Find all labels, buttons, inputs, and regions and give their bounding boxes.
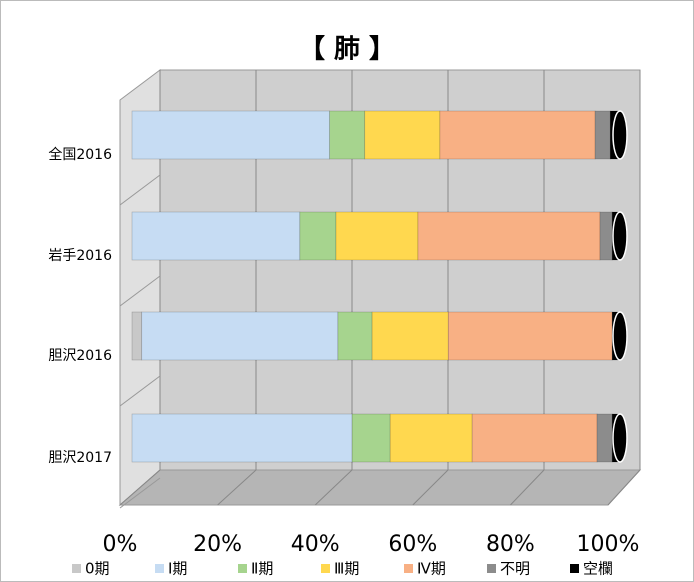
bar-segment (131, 211, 301, 261)
bar-segment (471, 413, 598, 463)
category-divider (119, 477, 161, 509)
bar-segment (594, 110, 611, 160)
floor-grid-line (119, 469, 161, 506)
floor-grid-line (314, 469, 353, 506)
bar-segment (364, 110, 441, 160)
legend-swatch (570, 564, 579, 573)
bar-segment (141, 311, 339, 361)
x-tick-label: 80% (486, 532, 535, 557)
bar-segment (596, 413, 613, 463)
x-tick-label: 40% (291, 532, 340, 557)
legend-label: 0期 (85, 560, 110, 578)
x-tick-label: 0% (103, 532, 138, 557)
bar-segment (417, 211, 601, 261)
bar-end-cap (612, 413, 628, 463)
legend-label: 不明 (500, 560, 530, 578)
bar-segment (389, 413, 473, 463)
floor-grid-line (412, 469, 449, 506)
bar-segment (131, 413, 353, 463)
bar-segment (439, 110, 596, 160)
legend-swatch (321, 564, 330, 573)
category-divider (119, 174, 161, 206)
bar-segment (131, 311, 143, 361)
bar-segment (131, 110, 330, 160)
floor-grid-line (217, 469, 257, 506)
category-divider (119, 375, 161, 407)
bar-segment (351, 413, 391, 463)
y-tick-label: 全国2016 (48, 146, 112, 163)
legend-swatch (155, 564, 164, 573)
bar-segment (299, 211, 337, 261)
y-tick-label: 胆沢2016 (48, 348, 112, 364)
bar-segment (337, 311, 373, 361)
bar-segment (335, 211, 419, 261)
bar-end-cap (612, 110, 628, 160)
y-tick-label: 胆沢2017 (48, 450, 112, 466)
x-tick-label: 100% (577, 532, 640, 557)
floor-grid-line (510, 469, 545, 506)
legend-swatch (404, 564, 413, 573)
bar-segment (371, 311, 449, 361)
bar-end-cap (612, 311, 628, 361)
legend-label: Ⅰ期 (168, 560, 187, 578)
legend-label: Ⅲ期 (334, 560, 359, 578)
floor-grid-line (607, 469, 641, 506)
bar-segment (599, 211, 613, 261)
x-tick-label: 60% (388, 532, 437, 557)
bar-segment (447, 311, 613, 361)
legend-swatch (72, 564, 81, 573)
bar-end-cap (612, 211, 628, 261)
legend-label: Ⅳ期 (417, 560, 446, 578)
category-divider (119, 275, 161, 307)
bar-segment (329, 110, 366, 160)
legend-swatch (238, 564, 247, 573)
legend-swatch (487, 564, 496, 573)
floor (118, 469, 642, 506)
y-tick-label: 岩手2016 (48, 248, 112, 264)
legend-label: 空欄 (583, 560, 613, 578)
x-tick-label: 20% (193, 532, 242, 557)
legend-label: Ⅱ期 (251, 560, 273, 578)
chart-title: 【 肺 】 (299, 35, 395, 65)
